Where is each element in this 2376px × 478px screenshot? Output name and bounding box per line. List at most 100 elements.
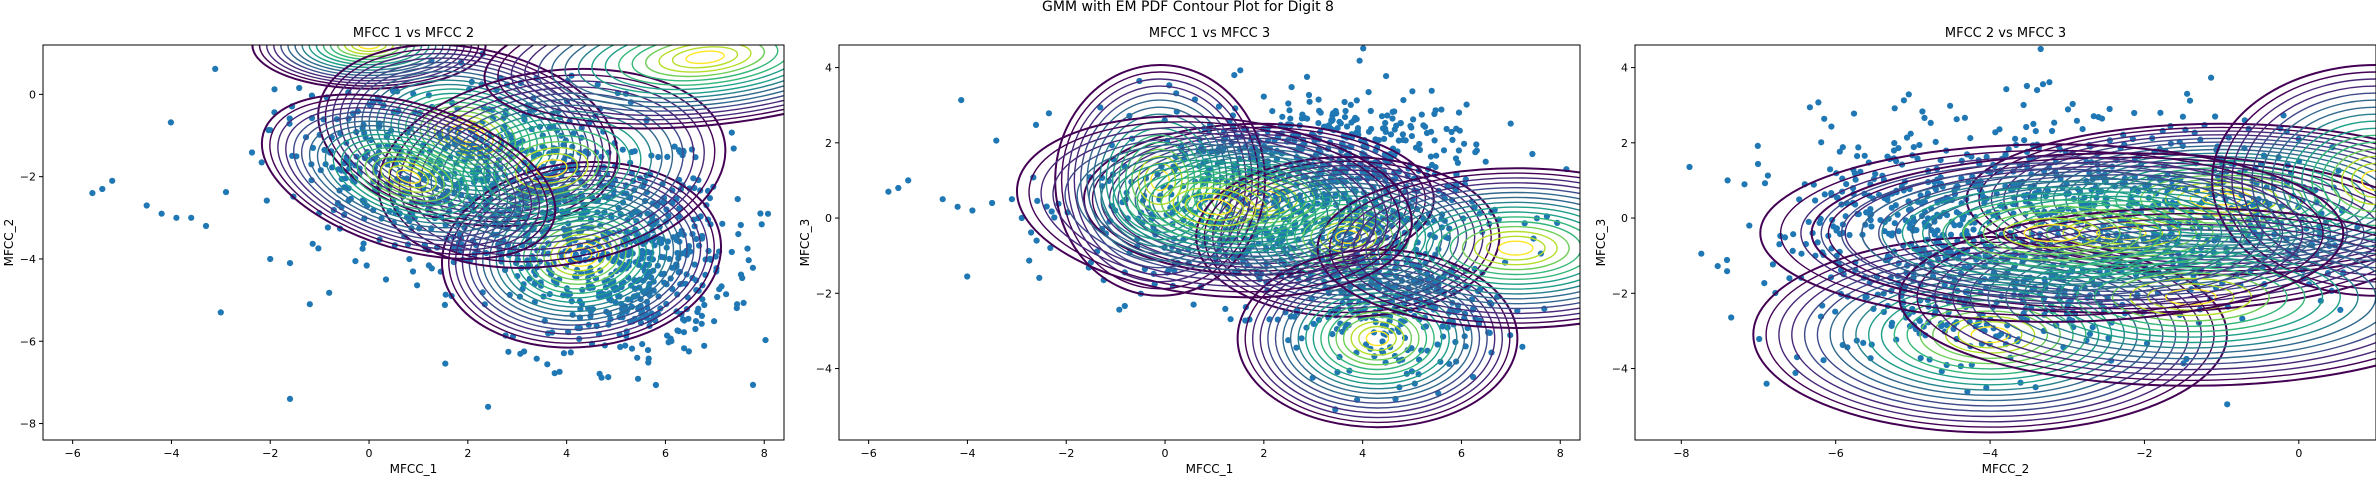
- p2-contour-line: [1244, 253, 1511, 424]
- p1-axes-frame: [42, 44, 785, 441]
- p1-contour-line: [388, 165, 429, 189]
- p1-contour-line: [631, 45, 779, 82]
- p3-contour-line: [2361, 169, 2376, 192]
- p1-contour-line: [475, 183, 688, 326]
- p3-scatter-point: [1863, 209, 1870, 216]
- p2-scatter-point: [1389, 115, 1396, 122]
- p3-scatter-point: [1983, 153, 1990, 160]
- p2-scatter-point: [1418, 111, 1425, 118]
- p1-pdf-contours: [251, 45, 784, 349]
- p2-contour-line: [1185, 167, 1333, 232]
- p3-scatter-point: [1746, 222, 1753, 229]
- p3-scatter-point: [2051, 119, 2058, 126]
- p1-scatter-point: [315, 245, 322, 252]
- p1-scatter-point: [655, 293, 662, 300]
- p1-scatter-point: [675, 328, 682, 335]
- p3-scatter-point: [1789, 247, 1796, 254]
- p2-scatter-point: [1354, 125, 1362, 132]
- p1-scatter-point: [671, 143, 678, 150]
- p3-scatter-point: [1953, 209, 1960, 216]
- p2-scatter-point: [1400, 136, 1407, 144]
- p3-x-tick-label: 0: [2295, 447, 2302, 460]
- p2-scatter-point: [1400, 97, 1407, 104]
- p3-scatter-point: [1724, 268, 1731, 275]
- p2-scatter-point: [1541, 305, 1548, 312]
- p3-scatter-point: [1885, 230, 1893, 237]
- p1-scatter-point: [640, 264, 647, 271]
- p2-contour-line: [1118, 134, 1202, 227]
- p1-scatter-point: [638, 255, 645, 262]
- p2-scatter-point: [1190, 301, 1197, 308]
- p3-scatter-point: [2157, 109, 2164, 116]
- p2-scatter-point: [1237, 67, 1244, 74]
- p1-scatter-point: [695, 177, 702, 184]
- p2-scatter-point: [1018, 214, 1025, 222]
- p1-scatter-point: [308, 177, 315, 184]
- p3-contour-line: [1898, 207, 2376, 387]
- p1-scatter-point: [143, 202, 150, 209]
- p2-scatter-point: [1409, 88, 1416, 95]
- p2-scatter-point: [1342, 107, 1349, 115]
- p1-scatter-point: [735, 231, 742, 238]
- p2-contour-line: [1172, 187, 1257, 227]
- p3-scatter-point: [2037, 45, 2044, 53]
- p3-x-axis-label: MFCC_2: [1982, 462, 2030, 476]
- p2-scatter-point: [1420, 122, 1427, 129]
- p3-contour-line: [1901, 186, 2202, 280]
- p3-scatter-point: [1836, 148, 1843, 155]
- p1-contour-line: [287, 45, 451, 77]
- p1-contour-line: [483, 128, 621, 209]
- p3-scatter-point: [2106, 105, 2113, 113]
- p2-scatter-point: [1427, 232, 1434, 239]
- p1-contour-line: [269, 98, 549, 256]
- p1-scatter-point: [634, 375, 642, 382]
- p2-scatter-point: [1472, 149, 1479, 156]
- p3-scatter-point: [1843, 181, 1850, 188]
- p2-scatter-point: [1455, 109, 1463, 116]
- p2-scatter-point: [1470, 373, 1477, 381]
- p2-scatter-point: [1310, 320, 1317, 327]
- p1-scatter-point: [517, 350, 524, 357]
- p1-scatter-point: [639, 341, 646, 348]
- p3-scatter-point: [1872, 170, 1879, 178]
- p1-scatter-point: [498, 13, 504, 19]
- p3-pdf-contours: [1752, 64, 2376, 434]
- p2-scatter-point: [1461, 140, 1468, 147]
- p1-scatter-point: [89, 190, 96, 197]
- p2-scatter-point: [1410, 116, 1417, 123]
- p3-contour-line: [1990, 130, 2376, 268]
- p2-scatter-point: [1343, 123, 1351, 130]
- p1-scatter-point: [645, 359, 652, 366]
- p3-contour-line: [1752, 236, 2228, 434]
- p1-x-tick-label: 8: [761, 447, 768, 460]
- p3-scatter-point: [1846, 231, 1853, 239]
- p3-scatter-point: [1832, 308, 1839, 315]
- p3-scatter-point: [1921, 114, 1928, 121]
- p1-contour-line: [353, 66, 582, 205]
- p3-scatter-point: [1947, 231, 1955, 238]
- p1-scatter-point: [619, 146, 626, 153]
- p1-contour-line: [273, 45, 465, 82]
- p2-scatter-point: [1222, 305, 1229, 312]
- p1-x-axis-label: MFCC_1: [390, 462, 438, 476]
- p1-scatter-point: [681, 345, 688, 352]
- p1-scatter-point: [622, 342, 629, 349]
- p1-scatter-point: [616, 259, 623, 266]
- p1-scatter-point: [655, 153, 662, 161]
- p1-contour-line: [301, 45, 437, 71]
- p3-scatter-point: [1786, 275, 1793, 282]
- p2-scatter-point: [1306, 98, 1313, 105]
- p1-scatter-point: [711, 318, 718, 325]
- p3-contour-line: [2251, 92, 2376, 269]
- p1-contour-line: [440, 104, 663, 233]
- p3-scatter-point: [2098, 115, 2106, 122]
- p3-scatter-point: [1790, 231, 1797, 238]
- p2-scatter-point: [1433, 152, 1440, 159]
- p1-contour-line: [260, 93, 557, 260]
- p3-scatter-point: [1754, 142, 1761, 149]
- p1-scatter-point: [645, 284, 652, 291]
- p1-scatter-point: [389, 87, 397, 95]
- p3-scatter-point: [2020, 101, 2027, 109]
- p3-scatter-point: [1891, 220, 1898, 227]
